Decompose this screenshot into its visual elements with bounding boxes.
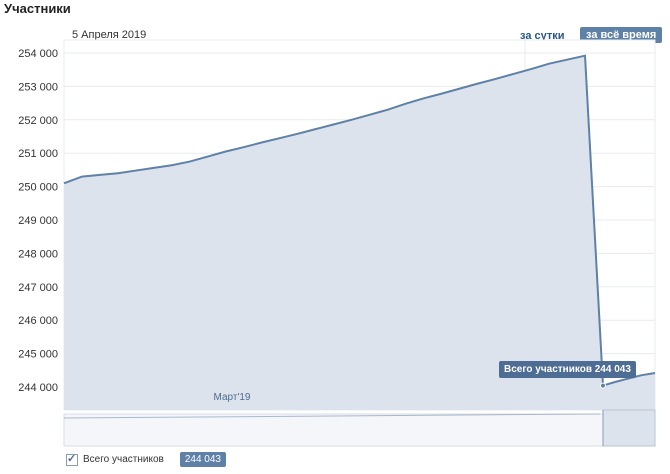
navigator-selection (602, 409, 656, 447)
y-tick-label: 246 000 (18, 315, 58, 327)
y-tick-label: 253 000 (18, 81, 58, 93)
y-tick-label: 252 000 (18, 115, 58, 127)
y-tick-label: 248 000 (18, 248, 58, 260)
navigator-line (63, 413, 601, 419)
y-tick-label: 244 000 (18, 382, 58, 394)
chart-tooltip: Всего участников 244 043 (499, 361, 636, 378)
legend-label: Всего участников (83, 454, 164, 465)
date-label: 5 Апреля 2019 (72, 29, 147, 41)
series-area (64, 55, 655, 411)
y-tick-label: 250 000 (18, 182, 58, 194)
y-tick-label: 254 000 (18, 48, 58, 60)
all-time-button[interactable]: за всё время (580, 27, 663, 43)
y-tick-label: 249 000 (18, 215, 58, 227)
y-tick-label: 251 000 (18, 148, 58, 160)
navigator (63, 413, 656, 447)
page-title: Участники (4, 1, 71, 16)
per-day-button[interactable]: за сутки (520, 30, 565, 42)
series-checkbox[interactable] (66, 452, 78, 466)
data-point-highlight (600, 382, 606, 389)
series-line (63, 54, 656, 387)
chart-legend: Всего участников 244 043 (66, 452, 226, 467)
y-tick-label: 247 000 (18, 282, 58, 294)
y-tick-label: 245 000 (18, 349, 58, 361)
x-tick-label: Март'19 (214, 392, 251, 403)
legend-value-badge: 244 043 (179, 452, 226, 467)
